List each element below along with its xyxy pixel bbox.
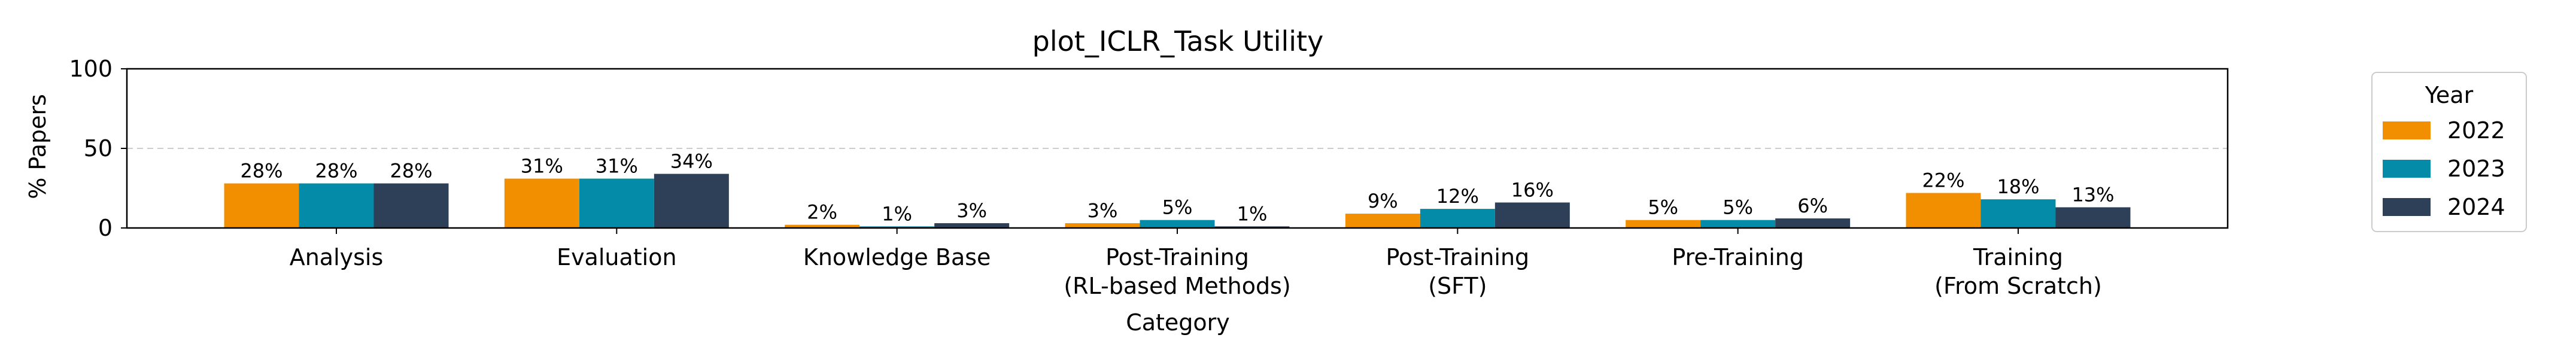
- bar: [1775, 218, 1851, 228]
- bar-value-label: 6%: [1797, 194, 1828, 217]
- bar-value-label: 2%: [807, 201, 837, 224]
- bar-value-label: 34%: [670, 150, 713, 173]
- bar-value-label: 22%: [1922, 169, 1964, 191]
- x-tick-label: Training: [1973, 244, 2063, 270]
- x-tick-label: (SFT): [1428, 273, 1487, 299]
- bar-value-label: 5%: [1648, 196, 1678, 219]
- bar: [373, 183, 449, 228]
- bar: [859, 226, 935, 228]
- bar: [1140, 220, 1215, 228]
- bar: [2055, 207, 2131, 228]
- bar-value-label: 3%: [956, 199, 987, 222]
- x-tick-label: Post-Training: [1105, 244, 1249, 270]
- legend-title: Year: [2425, 82, 2474, 108]
- bar: [1906, 193, 1981, 228]
- x-tick-label: Evaluation: [557, 244, 677, 270]
- bar-value-label: 1%: [1237, 202, 1268, 225]
- legend-frame: [2371, 72, 2527, 232]
- legend-label: 2024: [2447, 194, 2505, 220]
- bar: [1065, 223, 1140, 228]
- y-tick-label: 100: [69, 56, 113, 82]
- bar-value-label: 18%: [1997, 175, 2039, 198]
- bar-value-label: 5%: [1723, 196, 1753, 219]
- bar: [1345, 214, 1420, 228]
- axes-frame: [126, 68, 2229, 229]
- y-tick-label: 50: [84, 135, 113, 162]
- x-tick-label: Analysis: [290, 244, 384, 270]
- bar-value-label: 1%: [882, 202, 912, 225]
- y-tick-label: 0: [98, 215, 113, 241]
- x-axis-label: Category: [1126, 309, 1230, 336]
- bar: [1626, 220, 1701, 228]
- legend-swatch: [2383, 160, 2431, 178]
- x-tick-label: (From Scratch): [1934, 273, 2102, 299]
- legend-swatch: [2383, 121, 2431, 139]
- bar-value-label: 9%: [1368, 190, 1398, 212]
- bar: [654, 174, 729, 228]
- bar-value-label: 16%: [1511, 178, 1554, 201]
- x-tick-label: Knowledge Base: [803, 244, 991, 270]
- bar: [934, 223, 1010, 228]
- bar: [785, 224, 860, 228]
- legend: Year 2022 2023 2024: [2371, 72, 2527, 232]
- bar-value-label: 5%: [1162, 196, 1193, 219]
- bar: [1980, 199, 2056, 228]
- bar: [1420, 209, 1495, 228]
- bar: [1214, 226, 1290, 228]
- bar-value-label: 12%: [1436, 185, 1479, 208]
- bar: [299, 183, 374, 228]
- plot-area: 28% 28% 28% Analysis 31% 31% 34% Evaluation 2% 1%…: [69, 56, 2229, 299]
- bar: [1700, 220, 1776, 228]
- x-tick-label: Pre-Training: [1672, 244, 1804, 270]
- y-axis-label: % Papers: [25, 94, 51, 199]
- legend-label: 2022: [2447, 117, 2505, 144]
- bar-value-label: 13%: [2071, 183, 2114, 206]
- legend-label: 2023: [2447, 156, 2505, 182]
- bar: [504, 178, 579, 228]
- bar-value-label: 28%: [240, 160, 282, 182]
- bar: [579, 178, 654, 228]
- bar: [1494, 202, 1570, 228]
- bar-value-label: 31%: [596, 155, 638, 178]
- bar-value-label: 28%: [390, 160, 432, 182]
- bar-value-label: 28%: [315, 160, 357, 182]
- x-tick-label: (RL-based Methods): [1064, 273, 1290, 299]
- chart-title: plot_ICLR_Task Utility: [1032, 25, 1324, 57]
- bar-value-label: 3%: [1087, 199, 1118, 222]
- bar: [224, 183, 299, 228]
- legend-swatch: [2383, 198, 2431, 216]
- bar-value-label: 31%: [521, 155, 563, 178]
- x-tick-label: Post-Training: [1386, 244, 1529, 270]
